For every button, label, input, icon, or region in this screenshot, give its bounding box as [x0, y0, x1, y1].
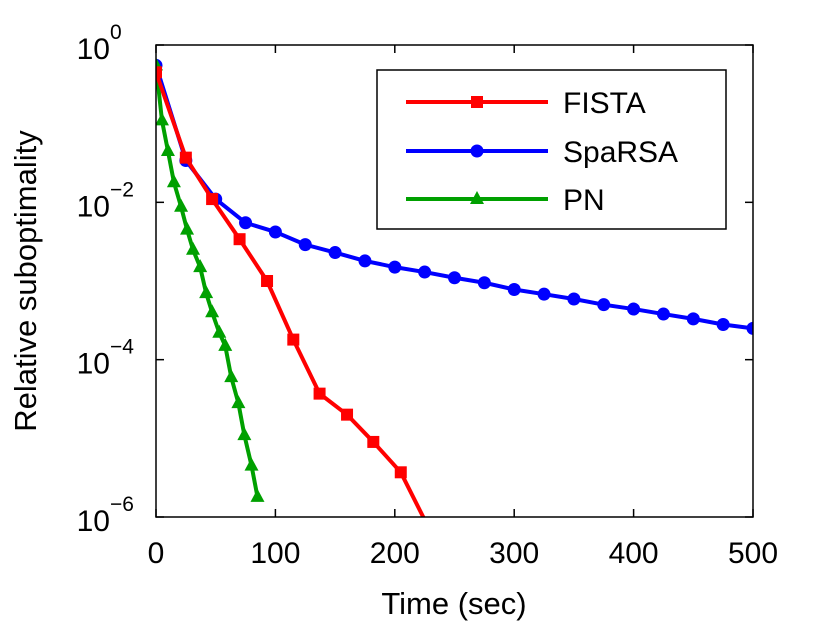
y-tick-label-exponent: −2: [110, 178, 134, 201]
x-tick-label: 300: [489, 537, 539, 570]
data-point-fista: [179, 151, 192, 164]
y-tick-label-base: 10: [77, 348, 110, 381]
legend: FISTA SpaRSA PN: [376, 69, 727, 230]
axes-box: [155, 44, 754, 518]
data-point-pn: [186, 241, 201, 255]
y-tick-label-base: 10: [77, 190, 110, 223]
data-point-fista: [421, 519, 433, 531]
x-axis-label: Time (sec): [381, 586, 526, 621]
data-point-sparsa: [477, 276, 491, 290]
data-point-pn: [250, 488, 265, 502]
data-point-sparsa: [507, 282, 521, 296]
axes-layer: [155, 44, 754, 518]
data-point-pn: [180, 221, 195, 235]
data-point-pn: [199, 285, 214, 299]
y-tick-label-exponent: −4: [110, 336, 134, 359]
data-point-pn: [160, 142, 175, 156]
data-point-pn: [212, 324, 227, 338]
y-tick-label-base: 10: [77, 33, 110, 66]
series-sparsa: [156, 58, 753, 335]
data-point-sparsa: [418, 265, 432, 279]
y-tick-label-base: 10: [77, 505, 110, 538]
data-point-sparsa: [537, 287, 551, 301]
data-point-fista: [206, 193, 219, 206]
data-point-fista: [394, 466, 407, 479]
data-point-sparsa: [686, 312, 700, 326]
data-point-pn: [193, 259, 208, 273]
data-point-pn: [205, 304, 220, 318]
legend-label: SpaRSA: [563, 136, 678, 169]
data-point-sparsa: [239, 216, 253, 230]
data-point-sparsa: [298, 238, 312, 252]
legend-label: FISTA: [563, 87, 646, 120]
data-point-sparsa: [716, 317, 730, 331]
data-point-sparsa: [746, 321, 753, 335]
y-axis-label: Relative suboptimality: [8, 130, 43, 432]
legend-label: PN: [563, 184, 605, 217]
data-point-sparsa: [268, 225, 282, 239]
legend-entry-fista: FISTA: [406, 87, 646, 120]
legend-marker: [471, 96, 483, 108]
y-tick-label-exponent: 0: [110, 21, 122, 44]
data-point-pn: [244, 457, 259, 471]
data-point-pn: [156, 112, 169, 126]
legend-entry-pn: PN: [406, 184, 605, 217]
data-point-fista: [341, 408, 354, 421]
data-point-fista: [156, 66, 162, 79]
data-point-pn: [224, 369, 239, 383]
data-point-fista: [287, 333, 300, 346]
data-point-sparsa: [448, 271, 461, 285]
data-point-pn: [218, 337, 233, 351]
data-point-pn: [237, 427, 252, 441]
data-point-sparsa: [627, 302, 641, 316]
data-point-sparsa: [567, 292, 581, 306]
data-point-fista: [367, 435, 380, 448]
data-point-fista: [313, 387, 326, 400]
data-point-pn: [166, 174, 181, 188]
data-point-sparsa: [597, 298, 611, 312]
x-tick-label: 200: [370, 537, 420, 570]
data-point-fista: [233, 233, 246, 246]
x-tick-label: 100: [250, 537, 300, 570]
data-point-sparsa: [388, 260, 402, 274]
x-tick-label: 400: [609, 537, 659, 570]
data-point-sparsa: [328, 246, 342, 260]
legend-entry-sparsa: SpaRSA: [406, 136, 678, 169]
series-layer: [156, 57, 753, 531]
data-point-pn: [174, 198, 189, 212]
x-tick-label: 0: [148, 537, 165, 570]
legend-marker: [470, 144, 484, 158]
data-point-sparsa: [656, 307, 670, 321]
y-tick-label-exponent: −6: [110, 493, 134, 516]
data-point-sparsa: [358, 254, 372, 268]
series-fista: [156, 66, 433, 531]
x-tick-label: 500: [728, 537, 778, 570]
data-point-fista: [261, 275, 274, 287]
legend-marker: [470, 191, 484, 204]
data-point-pn: [231, 395, 246, 409]
